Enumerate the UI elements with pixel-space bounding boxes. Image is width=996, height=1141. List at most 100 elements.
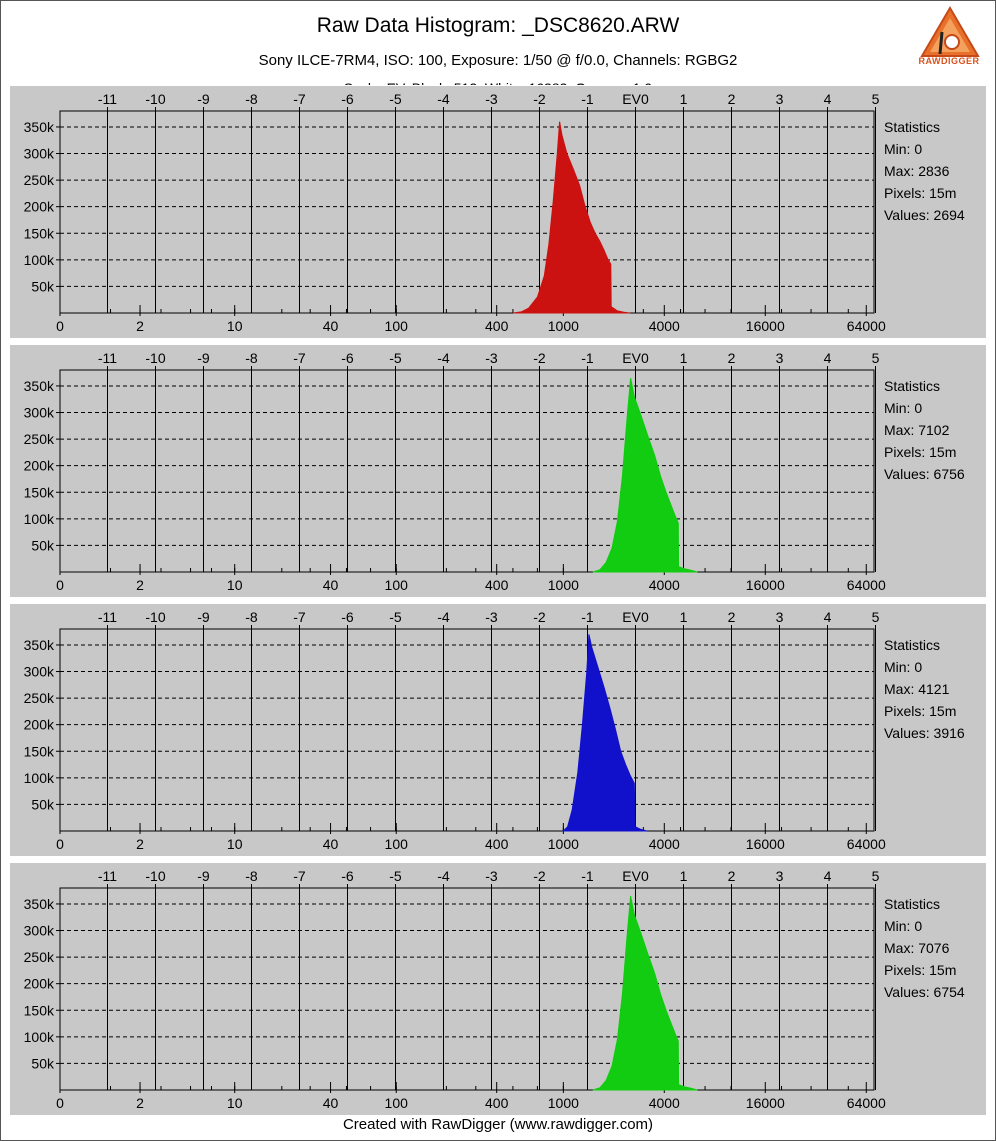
- ev-tick-label: -5: [389, 350, 402, 366]
- x-tick-label: 400: [485, 318, 509, 334]
- y-tick-label: 150k: [24, 484, 55, 500]
- ev-tick-label: -8: [245, 609, 258, 625]
- ev-tick-label: EV0: [622, 868, 649, 884]
- statistics-box: Statistics Min: 0 Max: 4121 Pixels: 15m …: [884, 634, 965, 744]
- x-tick-label: 16000: [746, 318, 785, 334]
- x-tick-label: 100: [385, 318, 409, 334]
- x-tick-label: 0: [56, 577, 64, 593]
- ev-tick-label: -4: [437, 91, 450, 107]
- y-tick-label: 350k: [24, 637, 55, 653]
- stat-values: Values: 2694: [884, 207, 965, 223]
- ev-tick-label: -11: [98, 609, 117, 625]
- x-tick-label: 400: [485, 836, 509, 852]
- ev-tick-label: -3: [485, 609, 498, 625]
- y-tick-label: 200k: [24, 717, 55, 733]
- chart-subtitle: Sony ILCE-7RM4, ISO: 100, Exposure: 1/50…: [258, 52, 738, 69]
- x-tick-label: 10: [227, 318, 243, 334]
- ev-tick-label: 1: [680, 350, 688, 366]
- y-tick-label: 250k: [24, 690, 55, 706]
- y-tick-label: 100k: [24, 511, 55, 527]
- ev-tick-label: -10: [145, 350, 165, 366]
- statistics-title: Statistics: [884, 378, 941, 394]
- y-tick-label: 50k: [31, 278, 55, 294]
- ev-tick-label: -1: [581, 350, 594, 366]
- y-tick-label: 100k: [24, 1029, 55, 1045]
- stat-pixels: Pixels: 15m: [884, 962, 957, 978]
- y-tick-label: 200k: [24, 458, 55, 474]
- x-tick-label: 0: [56, 318, 64, 334]
- y-tick-label: 50k: [31, 537, 55, 553]
- x-tick-label: 1000: [548, 836, 579, 852]
- histogram-panel-r: 350k 300k 250k 200k 150k 100k 50k -11 -10 -9 -8 -7-…: [10, 86, 986, 338]
- ev-tick-label: 3: [776, 868, 784, 884]
- ev-tick-label: -11: [98, 350, 117, 366]
- ev-tick-label: -3: [485, 91, 498, 107]
- stat-max: Max: 4121: [884, 681, 950, 697]
- statistics-title: Statistics: [884, 119, 941, 135]
- x-tick-label: 16000: [746, 577, 785, 593]
- y-tick-label: 300k: [24, 146, 55, 162]
- ev-tick-label: 5: [872, 609, 880, 625]
- ev-tick-label: -5: [389, 91, 402, 107]
- stat-values: Values: 6756: [884, 466, 965, 482]
- ev-tick-label: -10: [145, 868, 165, 884]
- plot-area: [59, 628, 875, 832]
- x-tick-label: 64000: [847, 1095, 886, 1111]
- x-tick-label: 10: [227, 1095, 243, 1111]
- ev-tick-label: -9: [197, 91, 210, 107]
- histogram-area-r: [512, 121, 631, 314]
- x-tick-label: 64000: [847, 318, 886, 334]
- y-tick-label: 200k: [24, 976, 55, 992]
- y-tick-label: 350k: [24, 119, 55, 135]
- rawdigger-logo-icon: [920, 6, 980, 57]
- x-tick-label: 1000: [548, 1095, 579, 1111]
- y-tick-label: 150k: [24, 225, 55, 241]
- ev-tick-label: -4: [437, 609, 450, 625]
- ev-tick-label: -10: [145, 91, 165, 107]
- x-tick-label: 4000: [649, 836, 680, 852]
- y-tick-label: 250k: [24, 431, 55, 447]
- ev-tick-label: 5: [872, 350, 880, 366]
- ev-tick-label: 3: [776, 91, 784, 107]
- ev-tick-label: EV0: [622, 350, 649, 366]
- chart-subtitle-clipped: Scale: EV, Black: 512, White: 16383, Gam…: [0, 78, 996, 85]
- stat-min: Min: 0: [884, 400, 923, 416]
- stat-max: Max: 7102: [884, 422, 950, 438]
- histogram-area-g2: [592, 895, 698, 1091]
- y-tick-label: 350k: [24, 378, 55, 394]
- x-tick-label: 2: [136, 577, 144, 593]
- ev-tick-label: -9: [197, 868, 210, 884]
- footer-credit: Created with RawDigger (www.rawdigger.co…: [342, 1116, 654, 1133]
- ev-tick-label: -11: [98, 868, 117, 884]
- ev-tick-label: -5: [389, 609, 402, 625]
- ev-tick-label: -8: [245, 350, 258, 366]
- y-tick-label: 50k: [31, 1055, 55, 1071]
- x-tick-label: 2: [136, 1095, 144, 1111]
- x-tick-label: 1000: [548, 577, 579, 593]
- stat-min: Min: 0: [884, 918, 923, 934]
- ev-tick-label: -3: [485, 350, 498, 366]
- x-tick-label: 2: [136, 836, 144, 852]
- x-tick-label: 0: [56, 1095, 64, 1111]
- ev-tick-label: -1: [581, 91, 594, 107]
- x-tick-label: 10: [227, 577, 243, 593]
- ev-tick-label: 2: [728, 868, 736, 884]
- stat-min: Min: 0: [884, 659, 923, 675]
- x-tick-label: 40: [323, 577, 339, 593]
- ev-tick-label: -6: [341, 609, 354, 625]
- ev-tick-label: -9: [197, 350, 210, 366]
- y-tick-label: 300k: [24, 664, 55, 680]
- ev-tick-label: -1: [581, 609, 594, 625]
- plot-area: [59, 369, 875, 573]
- ev-tick-label: -6: [341, 91, 354, 107]
- ev-tick-label: -2: [533, 91, 546, 107]
- stat-values: Values: 3916: [884, 725, 965, 741]
- ev-tick-label: -7: [293, 868, 306, 884]
- ev-tick-label: -11: [98, 91, 117, 107]
- ev-tick-label: 2: [728, 609, 736, 625]
- ev-tick-label: 4: [824, 350, 832, 366]
- stat-pixels: Pixels: 15m: [884, 703, 957, 719]
- x-tick-label: 64000: [847, 577, 886, 593]
